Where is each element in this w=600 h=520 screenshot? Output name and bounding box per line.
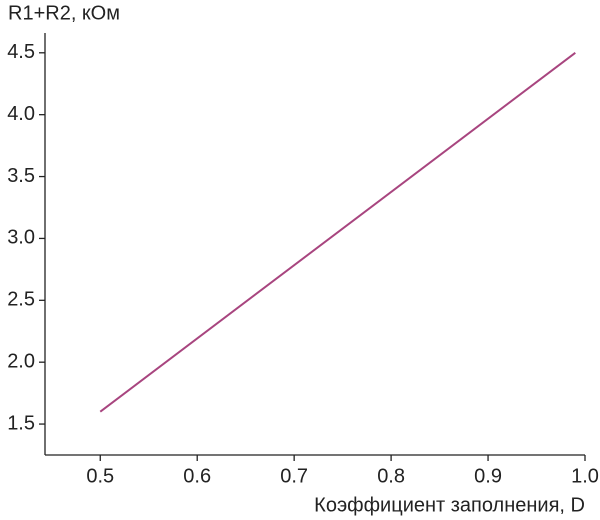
x-tick-label: 0.8 xyxy=(377,465,405,487)
data-line xyxy=(99,52,576,413)
x-axis-title: Коэффициент заполнения, D xyxy=(314,494,585,516)
y-tick-label: 2.5 xyxy=(7,289,35,311)
x-tick-label: 0.9 xyxy=(474,465,502,487)
x-tick-label: 0.5 xyxy=(86,465,114,487)
y-tick-label: 3.5 xyxy=(7,165,35,187)
y-tick-label: 3.0 xyxy=(7,227,35,249)
y-axis-title: R1+R2, кОм xyxy=(8,2,120,24)
y-tick-label: 4.5 xyxy=(7,41,35,63)
x-tick-label: 1.0 xyxy=(571,465,599,487)
y-tick-label: 4.0 xyxy=(7,103,35,125)
y-tick-label: 1.5 xyxy=(7,412,35,434)
x-tick-label: 0.6 xyxy=(183,465,211,487)
x-tick-label: 0.7 xyxy=(280,465,308,487)
y-tick-label: 2.0 xyxy=(7,350,35,372)
